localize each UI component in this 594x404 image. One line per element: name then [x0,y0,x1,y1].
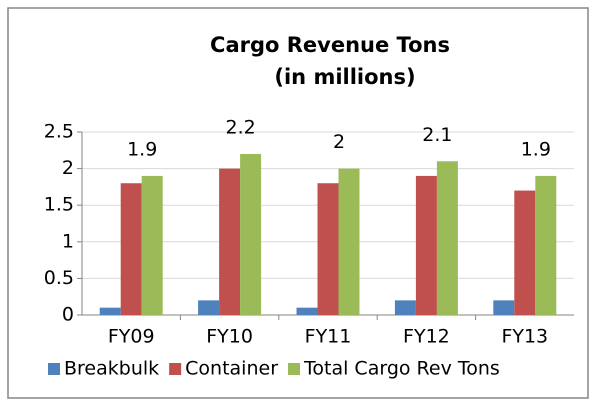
legend-swatch [169,363,182,375]
data-label: 1.9 [127,138,157,160]
bar [338,168,360,315]
bar [317,183,339,315]
bar [120,183,142,315]
y-tick-label: 1.5 [44,194,74,216]
bar [99,307,121,315]
bar [415,175,437,315]
bar [535,175,557,315]
y-tick-label: 0 [62,304,74,326]
bar [493,300,515,315]
bar [394,300,416,315]
y-tick-label: 1 [62,230,74,252]
chart-frame [7,7,589,399]
y-tick-label: 2 [62,157,74,179]
legend-label: Total Cargo Rev Tons [303,358,500,380]
bar [296,307,318,315]
data-label: 2 [333,131,345,153]
legend-swatch [48,363,60,375]
bar [198,300,220,315]
bar [141,175,163,315]
y-tick-label: 0.5 [44,267,74,289]
bar [436,161,458,315]
bar [219,168,241,315]
x-tick-label: FY12 [403,326,450,348]
chart-title: Cargo Revenue Tons [210,33,450,57]
x-tick-label: FY10 [206,326,253,348]
y-tick-label: 2.5 [44,121,74,143]
legend-label: Container [185,358,278,380]
data-label: 1.9 [521,138,551,160]
bar [514,190,536,315]
bar [240,153,262,315]
x-tick-label: FY11 [305,326,352,348]
legend-swatch [288,363,301,375]
x-tick-label: FY13 [501,326,548,348]
legend-label: Breakbulk [64,358,159,380]
data-label: 2.2 [225,116,255,138]
chart-subtitle: (in millions) [274,65,415,89]
data-label: 2.1 [422,124,452,146]
x-tick-label: FY09 [108,326,155,348]
